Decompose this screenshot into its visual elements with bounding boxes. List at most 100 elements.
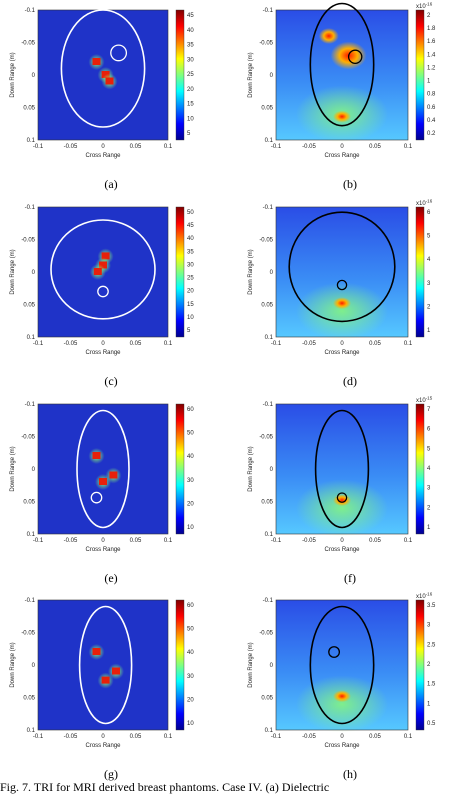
y-tick-label: 0.1 bbox=[265, 335, 274, 341]
y-axis-label: Down Range (m) bbox=[248, 249, 254, 294]
colorbar-tick-label: 40 bbox=[187, 28, 194, 34]
x-axis-label: Cross Range bbox=[85, 743, 121, 749]
exponent-power: -16 bbox=[426, 2, 433, 7]
colorbar bbox=[415, 9, 425, 141]
x-tick-label: -0.1 bbox=[271, 144, 282, 150]
exponent-power: -15 bbox=[426, 396, 433, 401]
panel: -0.1 -0.05 0 0.05 0.1-0.1-0.0500.050.1Cross … bbox=[10, 598, 194, 781]
outline bbox=[78, 605, 133, 725]
y-tick-label: 0.05 bbox=[261, 696, 273, 702]
x-tick-label: 0 bbox=[340, 144, 344, 150]
y-axis-label: Down Range (m) bbox=[248, 446, 254, 491]
colorbar-tick-label: 3.5 bbox=[427, 603, 436, 609]
colorbar-tick-label: 50 bbox=[187, 210, 194, 216]
x-tick-label: -0.1 bbox=[33, 538, 44, 544]
colorbar-tick-label: 20 bbox=[187, 697, 194, 703]
exponent-base: x10 bbox=[416, 398, 426, 404]
heat-spot bbox=[333, 110, 351, 123]
axes-frame bbox=[37, 599, 169, 731]
y-tick-label: 0 bbox=[32, 467, 36, 473]
colorbar-tick-label: 50 bbox=[187, 431, 194, 437]
y-axis-label: Down Range (m) bbox=[10, 249, 16, 294]
exponent-power: -16 bbox=[426, 199, 433, 204]
tumor-marker bbox=[97, 285, 109, 298]
colorbar-tick-label: 2 bbox=[427, 662, 431, 668]
heat-glow bbox=[295, 479, 389, 537]
exponent-base: x10 bbox=[416, 201, 426, 207]
colorbar-tick-label: 60 bbox=[187, 603, 194, 609]
y-tick-label: -0.1 bbox=[263, 8, 274, 14]
colorbar-tick-label: 3 bbox=[427, 281, 431, 287]
y-tick-label: 0.05 bbox=[261, 303, 273, 309]
y-tick-label: -0.1 bbox=[25, 205, 36, 211]
colorbar-tick-label: 2 bbox=[427, 505, 431, 511]
exponent-base: x10 bbox=[416, 4, 426, 10]
x-tick-label: -0.05 bbox=[302, 538, 316, 544]
outline bbox=[60, 9, 146, 128]
y-tick-label: -0.1 bbox=[263, 598, 274, 604]
heatmap bbox=[38, 404, 168, 534]
colorbar bbox=[175, 206, 185, 338]
colorbar-tick-label: 1 bbox=[427, 328, 431, 334]
colorbar-tick-label: 30 bbox=[187, 262, 194, 268]
x-tick-label: 0.05 bbox=[130, 144, 142, 150]
y-tick-label: 0 bbox=[32, 270, 36, 276]
colorbar bbox=[415, 599, 425, 731]
heat-glow bbox=[295, 282, 389, 340]
outline bbox=[309, 605, 375, 725]
x-tick-label: 0 bbox=[101, 341, 105, 347]
colorbar-tick-label: 10 bbox=[187, 721, 194, 727]
heat-spot bbox=[109, 471, 118, 479]
colorbar-tick-label: 20 bbox=[187, 289, 194, 295]
figure-caption: Fig. 7. TRI for MRI derived breast phant… bbox=[0, 780, 329, 794]
x-tick-label: 0 bbox=[340, 341, 344, 347]
y-tick-label: 0 bbox=[270, 663, 274, 669]
y-tick-label: -0.1 bbox=[25, 8, 36, 14]
colorbar-tick-label: 1.6 bbox=[427, 39, 436, 45]
exponent-base: x10 bbox=[416, 594, 426, 600]
y-tick-label: 0.05 bbox=[261, 106, 273, 112]
panel: -0.1 -0.05 0 0.05 0.1-0.1-0.0500.050.1Cross … bbox=[10, 402, 194, 585]
x-tick-label: -0.1 bbox=[33, 341, 44, 347]
heat-spot bbox=[92, 648, 101, 655]
heat-spot bbox=[112, 667, 120, 675]
colorbar-tick-label: 25 bbox=[187, 276, 194, 282]
colorbar bbox=[175, 403, 185, 535]
panel-caption: (h) bbox=[343, 767, 357, 781]
x-tick-label: -0.05 bbox=[64, 734, 78, 740]
axes-frame bbox=[37, 206, 169, 338]
x-tick-label: 0.1 bbox=[404, 734, 413, 740]
colorbar-tick-label: 30 bbox=[187, 478, 194, 484]
panel: -0.1 -0.05 0 0.05 0.1-0.1-0.0500.050.1Cross … bbox=[10, 205, 194, 388]
colorbar-tick-label: 0.8 bbox=[427, 92, 436, 98]
panel-caption: (e) bbox=[104, 571, 117, 585]
heat-spot bbox=[93, 268, 102, 275]
x-tick-label: -0.05 bbox=[64, 341, 78, 347]
y-tick-label: 0.05 bbox=[23, 303, 35, 309]
heat-spot bbox=[99, 261, 107, 269]
x-axis-label: Cross Range bbox=[324, 743, 360, 749]
outline bbox=[314, 409, 370, 529]
y-tick-label: -0.05 bbox=[21, 41, 35, 47]
x-tick-label: 0 bbox=[101, 144, 105, 150]
x-tick-label: 0.05 bbox=[130, 341, 142, 347]
colorbar-tick-label: 10 bbox=[187, 315, 194, 321]
panel: -0.1 -0.05 0 0.05 0.1-0.1-0.0500.050.1Cross … bbox=[248, 199, 433, 389]
heat-spot bbox=[333, 690, 351, 703]
outline bbox=[309, 2, 375, 127]
x-tick-label: 0 bbox=[340, 538, 344, 544]
y-tick-label: -0.1 bbox=[25, 402, 36, 408]
colorbar-tick-label: 1 bbox=[427, 525, 431, 531]
x-tick-label: 0.05 bbox=[130, 538, 142, 544]
y-tick-label: 0.1 bbox=[265, 532, 274, 538]
colorbar-tick-label: 0.2 bbox=[427, 131, 436, 137]
panel-caption: (d) bbox=[343, 374, 357, 388]
y-tick-label: -0.1 bbox=[25, 598, 36, 604]
x-tick-label: 0 bbox=[340, 734, 344, 740]
heat-glow bbox=[295, 675, 389, 733]
colorbar-tick-label: 30 bbox=[187, 57, 194, 63]
colorbar-tick-label: 0.4 bbox=[427, 118, 436, 124]
colorbar-tick-label: 5 bbox=[427, 446, 431, 452]
y-tick-label: 0.05 bbox=[23, 696, 35, 702]
